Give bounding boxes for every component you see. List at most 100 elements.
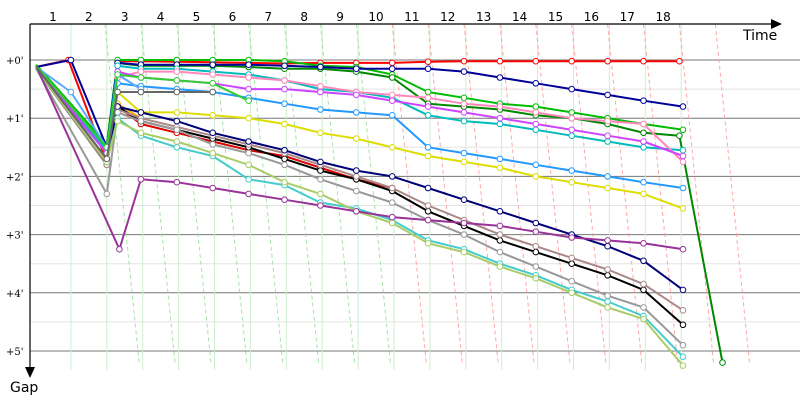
data-point — [317, 190, 324, 198]
data-point — [568, 254, 576, 262]
data-point — [173, 77, 181, 84]
data-point — [245, 61, 252, 68]
data-point — [388, 173, 396, 180]
data-point — [532, 120, 540, 128]
x-tick-label: 11 — [404, 10, 419, 24]
data-point — [496, 74, 504, 81]
connector-dashed-line — [319, 23, 356, 363]
x-tick-label: 3 — [121, 10, 129, 24]
x-axis-arrow — [771, 19, 782, 29]
x-tick-label: 13 — [476, 10, 491, 24]
data-point — [317, 167, 324, 174]
data-point — [209, 141, 216, 148]
data-point — [281, 77, 288, 84]
y-axis-arrow — [25, 367, 35, 378]
data-point — [424, 202, 432, 209]
x-tick-label: 6 — [229, 10, 237, 24]
data-point — [317, 82, 324, 90]
x-tick-label: 2 — [85, 10, 93, 24]
y-tick-label: +1' — [6, 114, 24, 125]
x-tick-label: 7 — [264, 10, 272, 24]
data-point — [532, 228, 540, 235]
data-point — [137, 176, 145, 183]
data-point — [532, 80, 540, 87]
data-point — [640, 57, 647, 65]
data-point — [460, 219, 468, 227]
data-point — [640, 286, 647, 294]
series-line — [35, 64, 684, 152]
data-point — [679, 341, 687, 349]
connector-dashed-line — [714, 23, 750, 363]
data-point — [317, 176, 324, 183]
data-point — [388, 184, 396, 192]
data-point — [173, 109, 181, 116]
data-point — [281, 120, 288, 128]
y-tick-label: +3' — [6, 231, 24, 242]
data-point — [114, 109, 121, 116]
data-point — [460, 68, 468, 75]
data-point — [496, 114, 504, 122]
connector-dashed-line — [140, 23, 176, 363]
x-tick-label: 18 — [656, 10, 671, 24]
data-point — [388, 213, 396, 221]
data-point — [209, 61, 216, 68]
data-point — [245, 161, 252, 169]
series-line — [35, 65, 684, 251]
data-point — [103, 190, 111, 198]
data-point — [604, 298, 611, 305]
data-point — [424, 94, 432, 102]
data-point — [640, 304, 647, 311]
data-point — [424, 208, 432, 215]
data-point — [568, 132, 576, 139]
data-point — [317, 158, 324, 166]
data-point — [114, 117, 121, 125]
y-tick-label: +0' — [6, 56, 24, 67]
data-point — [388, 91, 396, 99]
data-point — [245, 176, 252, 183]
data-point — [281, 196, 288, 203]
data-point — [679, 307, 687, 314]
data-point — [388, 112, 396, 119]
data-point — [209, 71, 216, 78]
data-point — [532, 219, 540, 227]
data-point — [103, 155, 111, 163]
connector-dashed-line — [355, 23, 391, 363]
connector-dashed-line — [535, 23, 571, 363]
data-point — [137, 74, 145, 81]
data-point — [317, 63, 324, 71]
data-point — [568, 114, 576, 122]
connector-dashed-line — [499, 23, 535, 363]
data-point — [604, 292, 611, 300]
x-tick-label: 5 — [193, 10, 201, 24]
data-point — [173, 138, 181, 145]
data-point — [460, 149, 468, 157]
data-point — [460, 248, 468, 256]
data-point — [532, 263, 540, 270]
data-point — [137, 117, 145, 125]
data-point — [532, 248, 540, 256]
data-point — [568, 234, 576, 241]
data-point — [460, 100, 468, 107]
data-point — [640, 144, 647, 151]
data-point — [496, 164, 504, 171]
data-point — [640, 240, 647, 247]
data-point — [604, 272, 611, 279]
data-point — [679, 146, 687, 154]
data-point — [245, 149, 252, 157]
data-point — [532, 126, 540, 134]
data-point — [209, 80, 216, 87]
data-point — [640, 280, 647, 288]
data-point — [281, 85, 288, 93]
data-point — [604, 184, 611, 192]
tick-labels: +0'+1'+2'+3'+4'+5'1 2 3 4 5 6 7 8 9 10 11 12 13 14 15 1… — [6, 10, 671, 358]
data-point — [679, 286, 687, 294]
x-tick-label: 16 — [584, 10, 599, 24]
data-point — [679, 321, 687, 329]
data-point — [388, 59, 396, 67]
data-point — [676, 132, 683, 139]
data-point — [532, 242, 540, 250]
data-point — [679, 205, 687, 212]
data-point — [460, 117, 468, 125]
data-point — [67, 88, 75, 96]
data-point — [173, 178, 181, 186]
